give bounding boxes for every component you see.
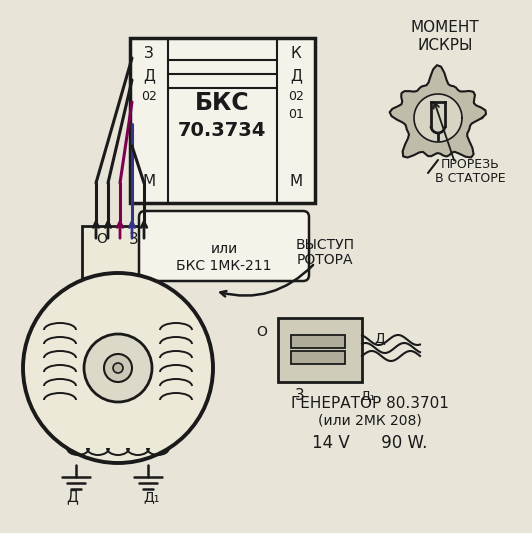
Text: М: М [143,174,155,189]
Text: 02: 02 [288,90,304,102]
Text: О: О [97,232,107,246]
FancyBboxPatch shape [278,318,362,382]
Circle shape [113,363,123,373]
FancyBboxPatch shape [130,38,315,203]
Text: З: З [144,46,154,61]
Text: БКС: БКС [195,91,250,115]
Circle shape [84,334,152,402]
Text: 01: 01 [288,108,304,120]
Text: ГЕНЕРАТОР 80.3701: ГЕНЕРАТОР 80.3701 [291,395,449,410]
Text: (или 2МК 208): (или 2МК 208) [318,414,422,428]
Text: М: М [289,174,303,189]
FancyBboxPatch shape [291,335,345,348]
Polygon shape [389,65,486,158]
Text: БКС 1МК-211: БКС 1МК-211 [176,259,272,273]
Text: 70.3734: 70.3734 [178,122,266,141]
Text: 3: 3 [129,231,139,246]
FancyBboxPatch shape [82,226,154,278]
Text: ИСКРЫ: ИСКРЫ [417,37,473,52]
FancyBboxPatch shape [291,351,345,364]
Text: ВЫСТУП: ВЫСТУП [295,238,354,252]
Text: 14 V      90 W.: 14 V 90 W. [312,434,428,452]
FancyBboxPatch shape [139,211,309,281]
Text: Д: Д [375,331,385,345]
Text: Д: Д [66,489,78,505]
Text: Д: Д [143,69,155,84]
Text: ПРОРЕЗЬ: ПРОРЕЗЬ [440,158,500,172]
Text: К: К [290,46,301,61]
Text: Д₁: Д₁ [144,490,160,504]
Circle shape [23,273,213,463]
Text: или: или [210,242,238,256]
Text: МОМЕНТ: МОМЕНТ [411,20,479,36]
Text: 3: 3 [295,389,305,403]
Text: Д₁: Д₁ [361,390,376,402]
Text: В СТАТОРЕ: В СТАТОРЕ [435,173,505,185]
Text: Д: Д [290,69,302,84]
Circle shape [104,354,132,382]
Text: РОТОРА: РОТОРА [297,253,353,267]
Polygon shape [414,94,462,142]
Text: 02: 02 [141,90,157,102]
Text: О: О [256,325,268,339]
